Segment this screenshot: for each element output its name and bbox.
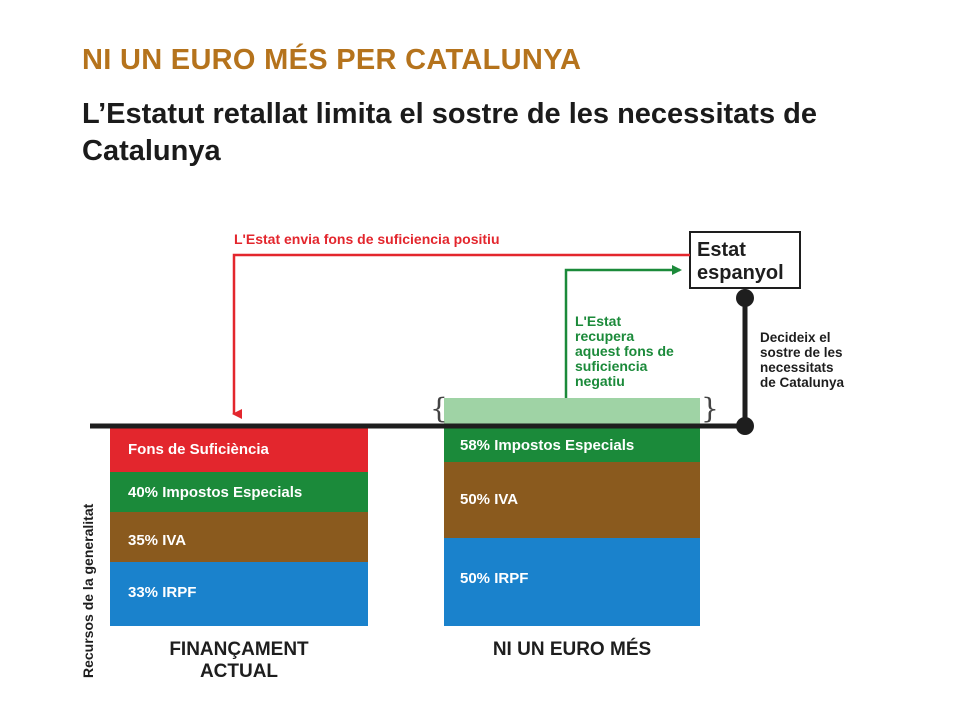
left-segment-impostos-label: 40% Impostos Especials	[128, 484, 302, 501]
green-arrow-label-2: recupera	[575, 328, 634, 344]
y-axis-label: Recursos de la generalitat	[80, 503, 96, 678]
green-arrow-label-4: suficiencia	[575, 358, 648, 374]
right-segment-impostos-label: 58% Impostos Especials	[460, 437, 634, 454]
right-segment-irpf-label: 50% IRPF	[460, 570, 528, 587]
left-column-label-1: FINANÇAMENT	[169, 639, 309, 660]
ceiling-label-2: sostre de les	[760, 345, 843, 360]
page-subtitle: L’Estatut retallat limita el sostre de l…	[82, 98, 817, 168]
left-segment-fons-label: Fons de Suficiència	[128, 441, 270, 458]
left-segment-impostos	[110, 472, 368, 512]
left-brace-icon: {	[430, 392, 448, 425]
right-column: 58% Impostos Especials 50% IVA 50% IRPF	[444, 398, 700, 626]
left-segment-iva	[110, 512, 368, 562]
green-arrow	[564, 265, 682, 398]
right-segment-irpf	[444, 538, 700, 626]
red-arrow-label: L'Estat envia fons de suficiencia positi…	[234, 231, 500, 247]
right-excess-block	[444, 398, 700, 426]
right-segment-impostos	[444, 426, 700, 462]
state-box-line2: espanyol	[697, 262, 784, 284]
right-segment-iva-label: 50% IVA	[460, 491, 518, 508]
right-brace-icon: }	[701, 392, 719, 425]
ceiling-label-3: necessitats	[760, 360, 834, 375]
left-column: Fons de Suficiència 40% Impostos Especia…	[110, 426, 368, 626]
red-arrow	[232, 253, 690, 419]
right-column-label: NI UN EURO MÉS	[493, 638, 651, 660]
state-box-dot	[736, 289, 754, 307]
state-box-line1: Estat	[697, 239, 746, 261]
right-segment-iva	[444, 462, 700, 538]
left-segment-fons	[110, 426, 368, 472]
green-arrow-label-3: aquest fons de	[575, 343, 674, 359]
state-box	[689, 231, 801, 289]
ceiling-label-1: Decideix el	[760, 330, 831, 345]
green-arrow-label-5: negatiu	[575, 373, 625, 389]
left-column-label-2: ACTUAL	[200, 661, 278, 682]
left-segment-irpf	[110, 562, 368, 626]
ceiling-label-4: de Catalunya	[760, 375, 845, 390]
left-segment-iva-label: 35% IVA	[128, 532, 186, 549]
page-title: NI UN EURO MÉS PER CATALUNYA	[82, 44, 582, 76]
left-segment-irpf-label: 33% IRPF	[128, 584, 196, 601]
green-arrow-label-1: L'Estat	[575, 313, 621, 329]
